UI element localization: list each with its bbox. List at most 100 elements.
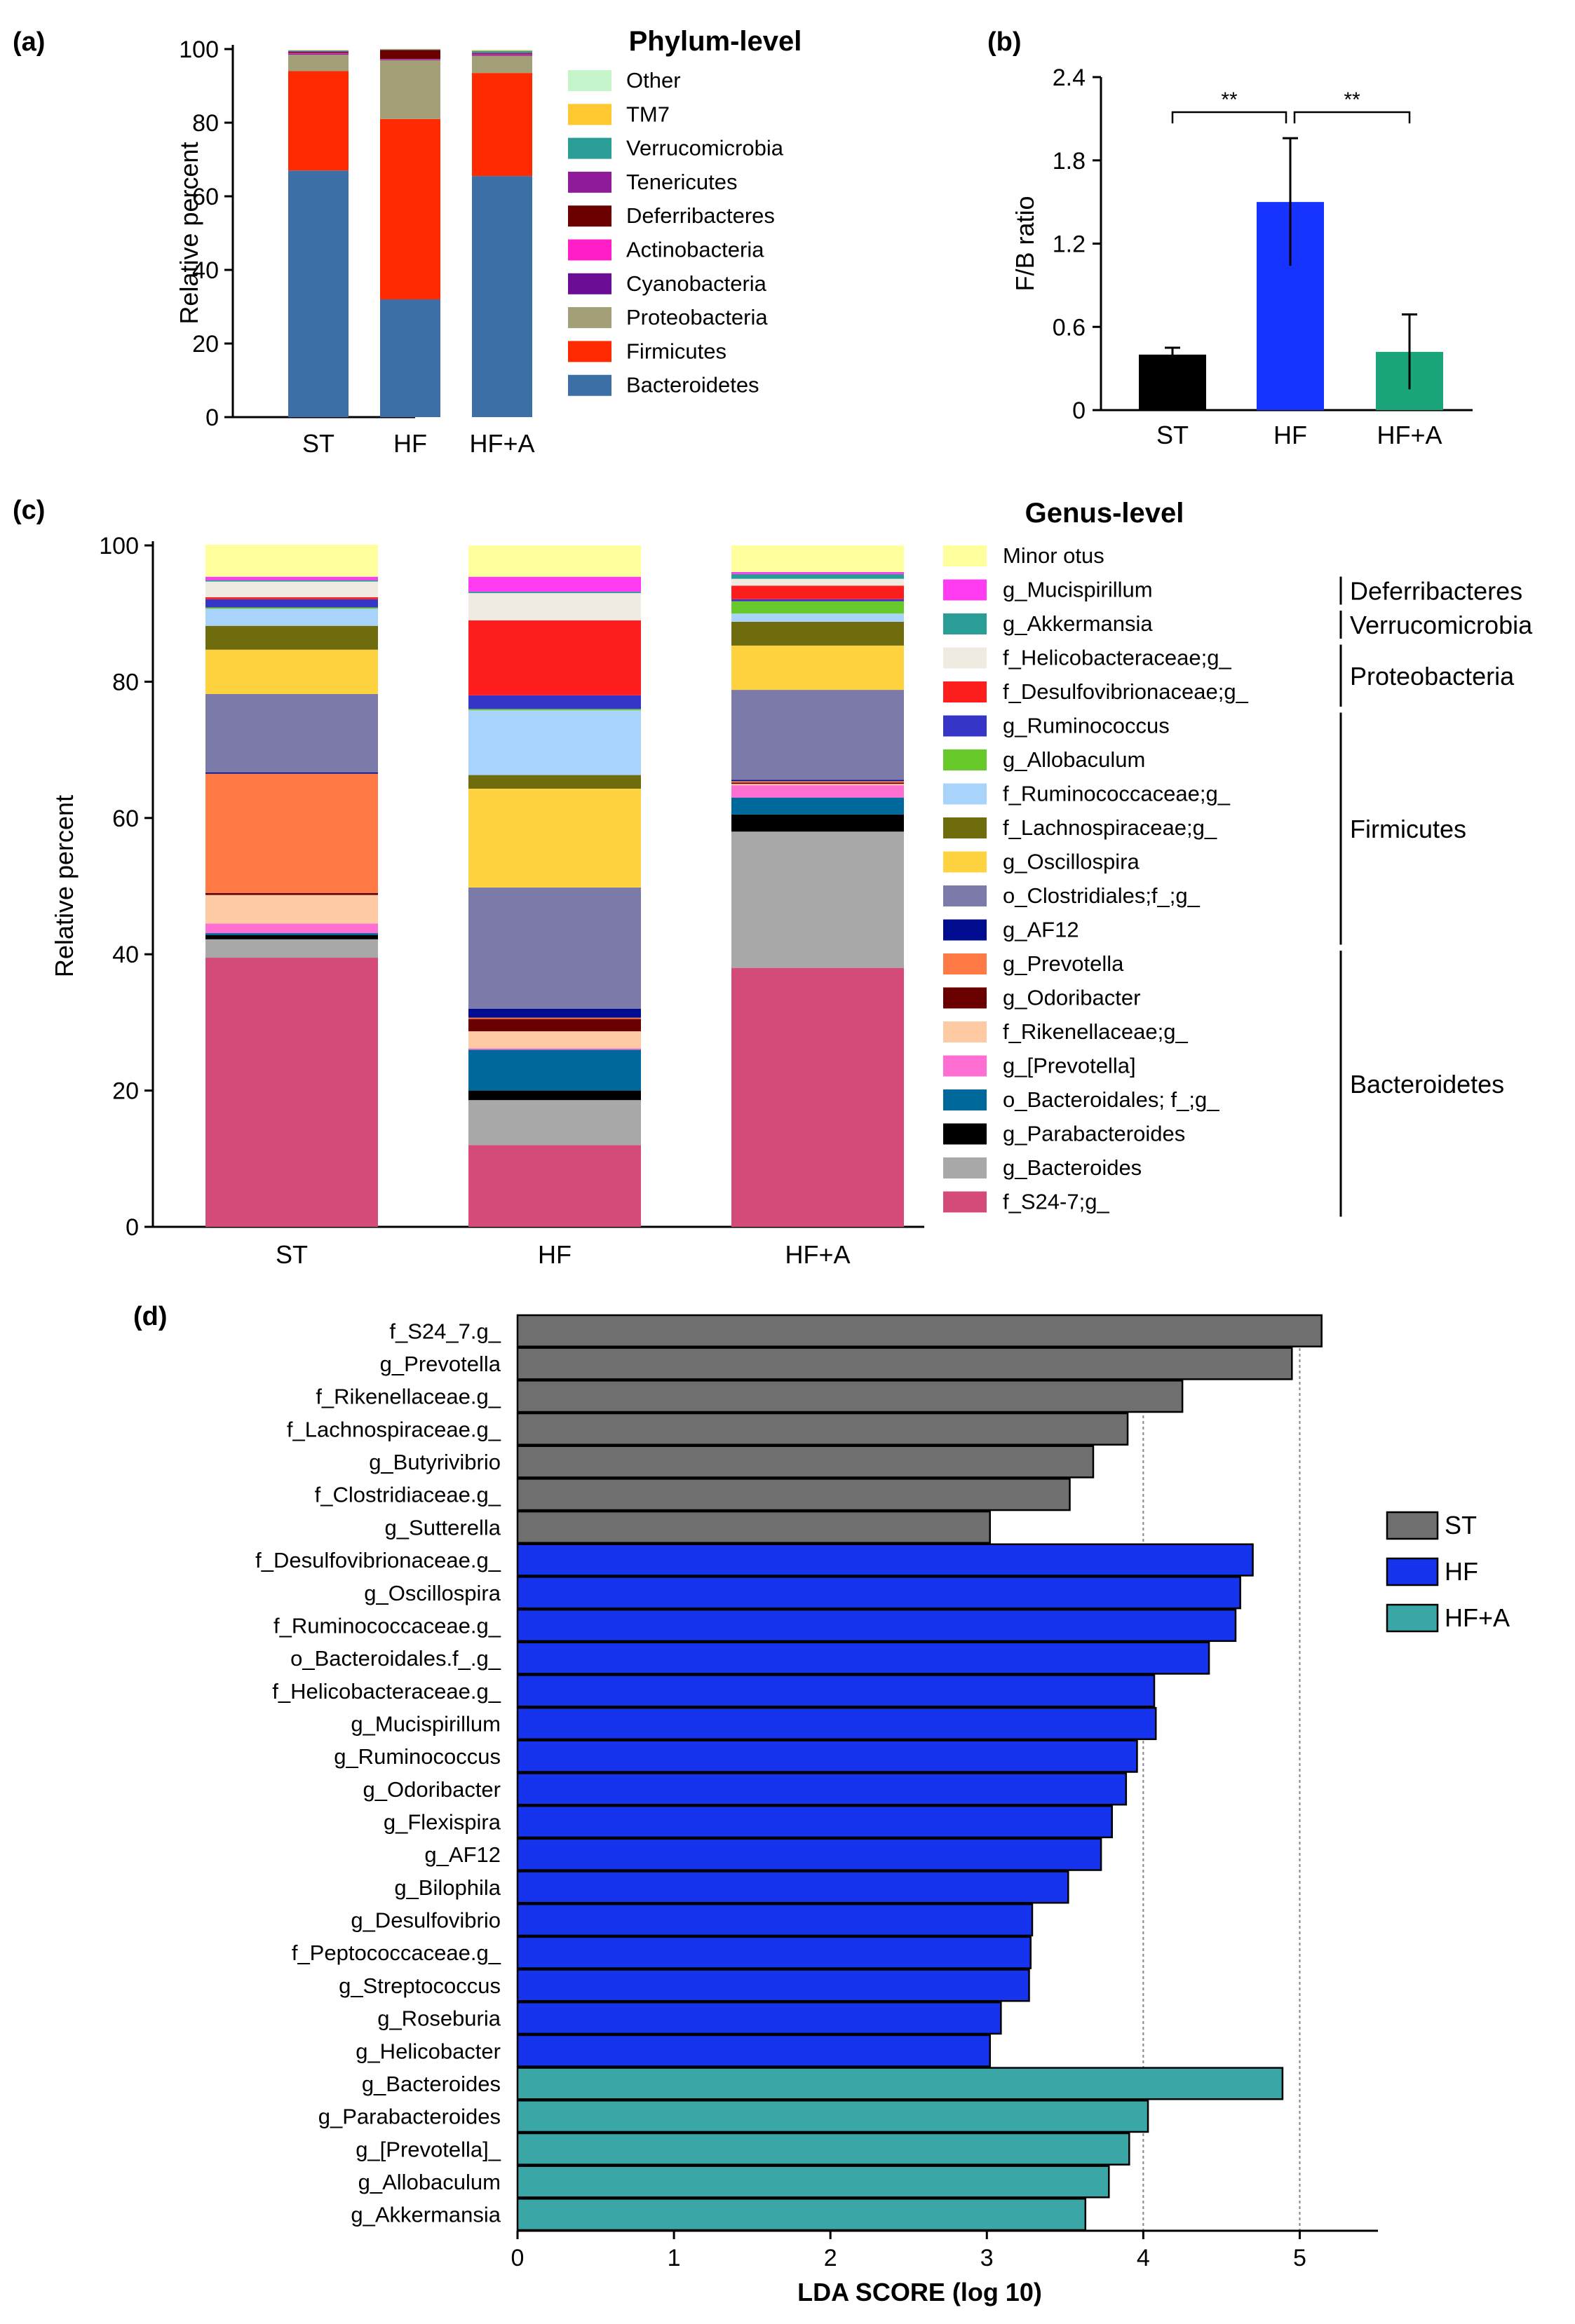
significance-label: ** [1344,88,1360,111]
panel-c-label: (c) [13,496,45,525]
x-tick-label: 1 [668,2245,681,2271]
genus-legend-swatch-f-lachnospiraceae-g [943,817,987,838]
y-tick-label: 1.8 [1053,148,1086,175]
lda-label-g-sutterella: g_Sutterella [385,1515,501,1540]
y-tick-label: 60 [112,806,139,832]
genus-legend-label-g-prevotella: g_Prevotella [1003,951,1124,976]
genus-legend-swatch-g-allobaculum [943,749,987,770]
fb-ratio-chart: 0 0.6 1.2 1.8 2.4 F/B ratio ST HF HF+A ** ** [1010,64,1473,449]
genus-bar-hf-o-clostridiales-f-g [468,887,641,1009]
x-axis-label: LDA SCORE (log 10) [797,2278,1042,2306]
genus-bar-st-g-af12 [205,772,378,774]
genus-legend-label-g-prevotella: g_[Prevotella] [1003,1054,1136,1078]
lda-label-f-lachnospiraceae-g: f_Lachnospiraceae.g_ [287,1417,501,1441]
lda-bar-f-desulfovibrionaceae-g [516,1543,1254,1577]
genus-bar-hf-f-desulfovibrionaceae-g [468,620,641,695]
lda-label-g-streptococcus: g_Streptococcus [339,1973,501,1998]
lda-label-g-akkermansia: g_Akkermansia [351,2203,501,2227]
lda-legend-swatch-st [1386,1511,1439,1540]
lda-bar-g-af12 [516,1837,1102,1871]
lda-bar-f-ruminococcaceae-g [516,1608,1237,1643]
genus-group-label-bacteroidetes: Bacteroidetes [1350,1070,1504,1099]
lda-legend-label-st: ST [1445,1511,1477,1540]
y-tick-label: 60 [192,184,219,210]
phylum-legend-label-firmicutes: Firmicutes [626,339,726,363]
lda-label-g-desulfovibrio: g_Desulfovibrio [351,1908,501,1933]
lda-label-f-rikenellaceae-g: f_Rikenellaceae.g_ [316,1385,501,1409]
genus-bar-hf-a-g-oscillospira [731,645,904,691]
genus-bar-hf-a-g-mucispirillum [731,571,904,574]
genus-bar-hf-g-prevotella [468,1048,641,1050]
lda-label-f-s24-7-g: f_S24_7.g_ [389,1319,501,1343]
phylum-bar-hf-a-verrucomicrobia [472,50,532,53]
genus-legend-label-o-bacteroidales-f-g: o_Bacteroidales; f_;g_ [1003,1087,1219,1112]
genus-bar-hf-g-mucispirillum [468,576,641,592]
genus-bar-hf-f-lachnospiraceae-g [468,775,641,789]
genus-bar-hf-a-g-parabacteroides [731,814,904,832]
genus-bar-st-f-rikenellaceae-g [205,895,378,924]
x-tick-label: ST [1156,421,1189,449]
lda-label-g-af12: g_AF12 [424,1842,501,1867]
genus-bar-st-g-prevotella [205,773,378,893]
fb-bar-st [1139,354,1206,410]
genus-bar-st-f-desulfovibrionaceae-g [205,597,378,599]
genus-bar-hf-g-ruminococcus [468,695,641,709]
genus-legend-swatch-g-mucispirillum [943,579,987,601]
genus-legend-swatch-f-rikenellaceae-g [943,1021,987,1042]
lda-bar-g-allobaculum [516,2165,1110,2199]
genus-bar-hf-a-g-akkermansia [731,573,904,579]
genus-legend-swatch-g-parabacteroides [943,1123,987,1145]
phylum-legend-swatch-firmicutes [568,341,611,362]
x-tick-label: HF [538,1240,572,1269]
phylum-legend-swatch-actinobacteria [568,239,611,261]
genus-bar-st-f-lachnospiraceae-g [205,625,378,650]
genus-legend-swatch-f-helicobacteraceae-g [943,647,987,669]
lda-bar-g-flexispira [516,1805,1113,1839]
genus-bar-hf-a-f-ruminococcaceae-g [731,613,904,622]
genus-legend-label-o-clostridiales-f-g: o_Clostridiales;f_;g_ [1003,883,1201,908]
genus-legend-label-f-desulfovibrionaceae-g: f_Desulfovibrionaceae;g_ [1003,679,1249,704]
genus-bar-st-g-allobaculum [205,607,378,609]
phylum-bar-hf-other [380,48,440,49]
genus-group-label-proteobacteria: Proteobacteria [1350,662,1515,691]
phylum-legend-label-tm7: TM7 [626,102,670,126]
lda-legend-swatch-hf-a [1386,1603,1439,1633]
y-tick-label: 0 [205,405,219,431]
phylum-legend-label-verrucomicrobia: Verrucomicrobia [626,136,784,161]
genus-bar-hf-a-g-prevotella [731,785,904,798]
lda-label-g-parabacteroides: g_Parabacteroides [318,2105,501,2129]
genus-bar-hf-a-g-bacteroides [731,831,904,968]
lda-legend-label-hf: HF [1445,1557,1478,1586]
genus-bar-st-g-akkermansia [205,580,378,582]
lda-bar-f-helicobacteraceae-g [516,1674,1156,1708]
genus-legend-swatch-f-desulfovibrionaceae-g [943,681,987,702]
phylum-bar-hf-a-proteobacteria [472,55,532,74]
x-tick-label: HF+A [1377,421,1442,449]
x-tick-label: HF+A [469,429,534,458]
genus-bar-st-o-bacteroidales-f-g [205,933,378,935]
genus-bar-st-g-parabacteroides [205,935,378,939]
phylum-bar-hf-a-actinobacteria [472,54,532,55]
lda-label-g-mucispirillum: g_Mucispirillum [351,1711,501,1736]
lda-label-g-flexispira: g_Flexispira [384,1810,501,1835]
genus-legend-swatch-f-ruminococcaceae-g [943,783,987,805]
lda-bar-g-parabacteroides [516,2100,1149,2133]
genus-legend-swatch-g-odoribacter [943,987,987,1009]
phylum-legend-swatch-tm7 [568,104,611,125]
genus-bar-hf-g-parabacteroides [468,1090,641,1101]
genus-bar-hf-a-o-clostridiales-f-g [731,690,904,780]
genus-legend-swatch-g-akkermansia [943,613,987,634]
genus-legend-label-g-ruminococcus: g_Ruminococcus [1003,714,1170,738]
y-tick-label: 40 [112,942,139,968]
phylum-legend-label-cyanobacteria: Cyanobacteria [626,271,767,296]
significance-bracket [1293,111,1411,123]
phylum-legend-label-actinobacteria: Actinobacteria [626,238,764,262]
x-tick-label: 3 [980,2245,994,2271]
phylum-bar-hf-a-deferribacteres [472,53,532,55]
x-tick-label: 4 [1137,2245,1150,2271]
phylum-legend-swatch-proteobacteria [568,307,611,329]
genus-bar-hf-f-rikenellaceae-g [468,1031,641,1049]
genus-legend-swatch-g-oscillospira [943,851,987,873]
phylum-legend-label-other: Other [626,68,681,93]
